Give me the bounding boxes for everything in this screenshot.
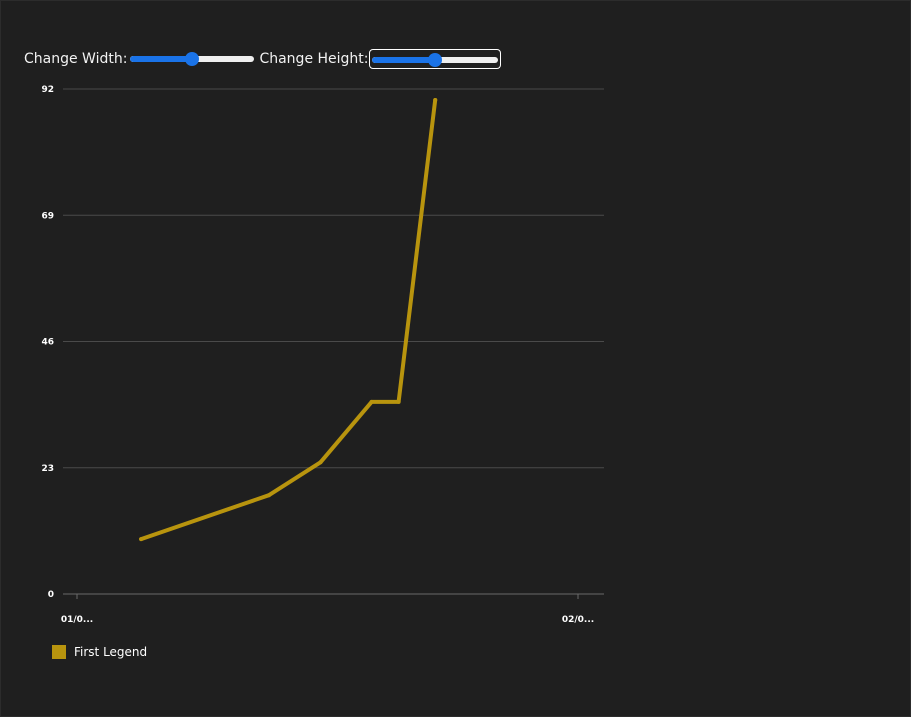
grid-lines [63,88,604,595]
change-width-label: Change Width: [24,51,128,67]
slider-thumb[interactable] [185,52,200,66]
change-width-slider[interactable] [128,49,256,69]
y-tick-label: 0 [48,590,54,600]
change-height-label: Change Height: [259,51,369,67]
data-point[interactable] [433,97,438,102]
y-tick-label: 69 [41,211,54,221]
series-lines [139,97,438,542]
data-point[interactable] [396,399,401,404]
slider-fill [371,57,435,63]
x-axis-ticks: 01/0... 02/0... [61,594,594,625]
slider-fill [130,56,193,62]
y-axis-ticks: 0 23 46 69 92 [41,85,54,600]
line-chart: 0 23 46 69 92 01/0... 02/0... [41,85,604,625]
change-height-slider[interactable] [368,49,501,69]
size-controls: Change Width: Change Height: [24,48,504,70]
y-tick-label: 92 [41,85,54,95]
legend-swatch [52,645,66,659]
data-point[interactable] [318,460,323,465]
legend[interactable]: First Legend [52,645,147,659]
data-point[interactable] [139,537,144,542]
data-point[interactable] [369,399,374,404]
y-tick-label: 46 [41,338,54,348]
x-tick-label: 01/0... [61,615,93,625]
legend-label: First Legend [74,645,148,659]
series-line[interactable] [139,98,438,542]
data-point[interactable] [266,493,271,498]
y-tick-label: 23 [41,464,54,474]
slider-thumb[interactable] [427,53,442,67]
x-tick-label: 02/0... [562,615,594,625]
